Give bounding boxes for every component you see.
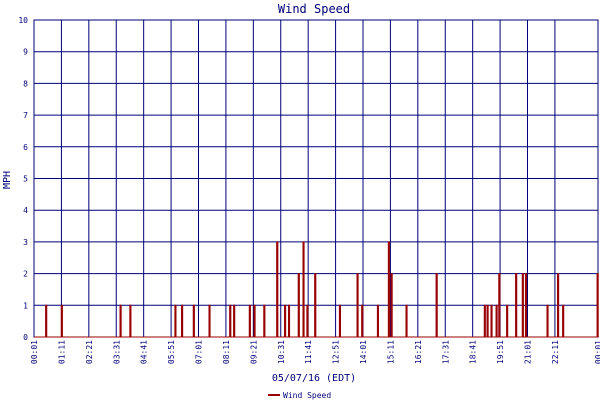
y-axis-ticks: 0 1 2 3 4 5 6 7 8 9 10 [18,16,28,342]
x-tick-label: 21:01 [524,340,533,364]
x-tick-label: 22:11 [551,340,560,364]
x-tick-label: 14:01 [359,340,368,364]
legend: Wind Speed [268,391,331,400]
chart-title: Wind Speed [278,2,350,16]
wind-speed-line [34,241,599,338]
y-tick-label: 4 [23,206,28,215]
y-tick-label: 1 [23,301,28,310]
x-tick-label: 11:41 [304,340,313,364]
x-tick-label: 01:11 [57,340,66,364]
y-tick-label: 7 [23,111,28,120]
y-tick-label: 3 [23,238,28,247]
y-tick-label: 9 [23,48,28,57]
x-tick-label: 17:31 [441,340,450,364]
x-tick-label: 15:11 [386,340,395,364]
y-axis-label: MPH [2,171,13,189]
x-tick-label: 04:41 [140,340,149,364]
y-tick-label: 6 [23,143,28,152]
x-tick-label: 16:21 [414,340,423,364]
x-tick-label: 18:41 [469,340,478,364]
y-tick-label: 8 [23,79,28,88]
x-tick-label: 00:01 [594,340,600,364]
legend-label: Wind Speed [283,391,331,400]
x-tick-label: 05:51 [167,340,176,364]
x-axis-label: 05/07/16 (EDT) [272,373,356,384]
x-tick-label: 03:31 [112,340,121,364]
x-tick-label: 07:01 [195,340,204,364]
x-axis-ticks: 00:01 01:11 02:21 03:31 04:41 05:51 07:01 08:11… [30,340,600,364]
x-tick-label: 09:21 [249,340,258,364]
y-tick-label: 2 [23,270,28,279]
x-tick-label: 10:31 [277,340,286,364]
chart-grid [33,19,599,338]
y-tick-label: 0 [23,333,28,342]
x-tick-label: 08:11 [222,340,231,364]
x-tick-label: 19:51 [496,340,505,364]
x-tick-label: 00:01 [30,340,39,364]
y-tick-label: 10 [18,16,28,25]
x-tick-label: 12:51 [332,340,341,364]
wind-speed-series [34,241,599,338]
x-tick-label: 02:21 [85,340,94,364]
y-tick-label: 5 [23,175,28,184]
